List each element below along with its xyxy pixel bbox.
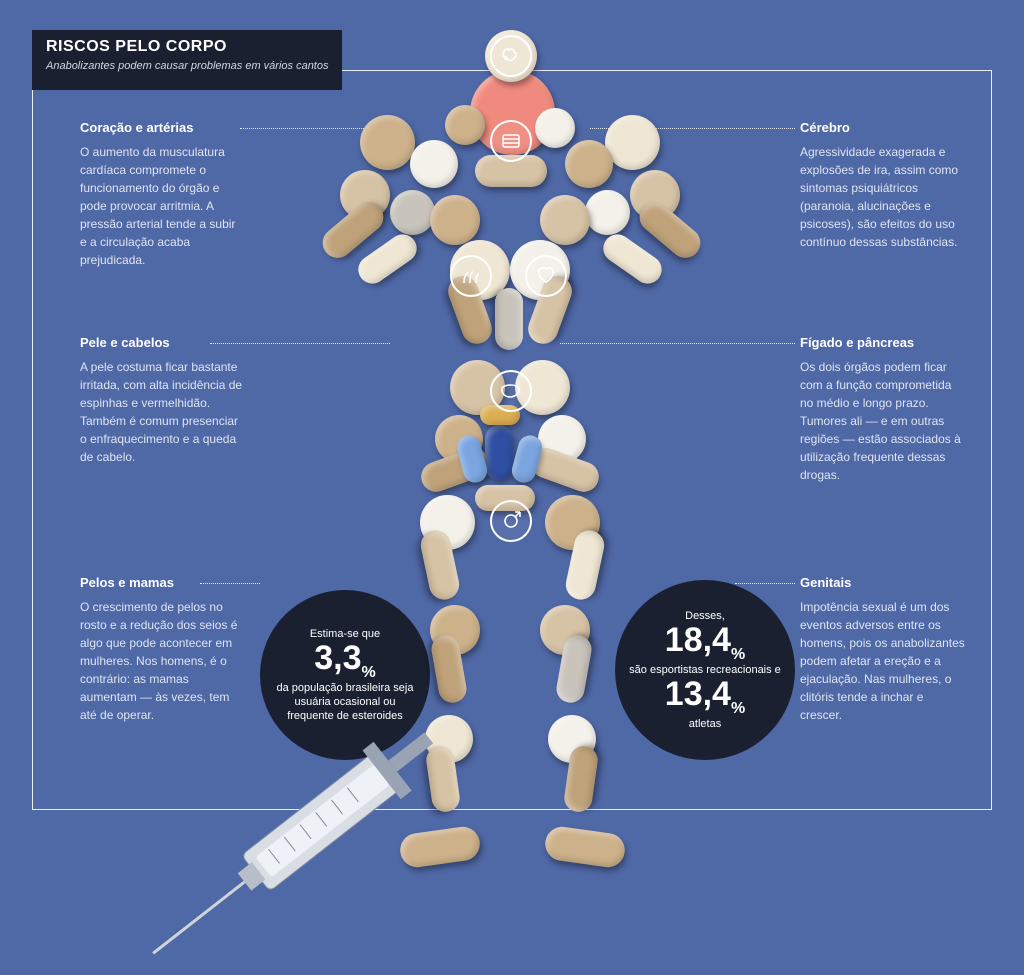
leader-line bbox=[735, 583, 795, 584]
callout-coracao: Coração e artérias O aumento da musculatu… bbox=[80, 120, 245, 269]
pill bbox=[485, 425, 513, 480]
pill bbox=[565, 140, 613, 188]
hair-icon bbox=[450, 255, 492, 297]
genital-icon bbox=[490, 500, 532, 542]
callout-cerebro: Cérebro Agressividade exagerada e explosõ… bbox=[800, 120, 965, 251]
page-subtitle: Anabolizantes podem causar problemas em … bbox=[46, 60, 328, 72]
callout-body: Impotência sexual é um dos eventos adver… bbox=[800, 598, 965, 724]
callout-title: Cérebro bbox=[800, 120, 965, 135]
callout-title: Genitais bbox=[800, 575, 965, 590]
liver-icon bbox=[490, 370, 532, 412]
leader-line bbox=[200, 583, 260, 584]
callout-body: Agressividade exagerada e explosões de i… bbox=[800, 143, 965, 251]
pill bbox=[430, 195, 480, 245]
callout-genitais: Genitais Impotência sexual é um dos event… bbox=[800, 575, 965, 724]
syringe-illustration bbox=[60, 595, 440, 975]
pill bbox=[445, 105, 485, 145]
pill bbox=[535, 108, 575, 148]
pill bbox=[410, 140, 458, 188]
callout-body: A pele costuma ficar bastante irritada, … bbox=[80, 358, 245, 466]
callout-body: O aumento da musculatura cardíaca compro… bbox=[80, 143, 245, 269]
pill bbox=[605, 115, 660, 170]
skin-icon bbox=[490, 120, 532, 162]
pill bbox=[495, 288, 523, 350]
pill bbox=[585, 190, 630, 235]
heart-icon bbox=[525, 255, 567, 297]
pill bbox=[360, 115, 415, 170]
pill bbox=[390, 190, 435, 235]
callout-figado: Fígado e pâncreas Os dois órgãos podem fi… bbox=[800, 335, 965, 484]
callout-title: Coração e artérias bbox=[80, 120, 245, 135]
header-tab: RISCOS PELO CORPO Anabolizantes podem ca… bbox=[32, 30, 342, 90]
page-title: RISCOS PELO CORPO bbox=[46, 38, 328, 56]
brain-icon bbox=[490, 35, 532, 77]
callout-title: Fígado e pâncreas bbox=[800, 335, 965, 350]
callout-pele: Pele e cabelosA pele costuma ficar basta… bbox=[80, 335, 245, 466]
pill bbox=[540, 195, 590, 245]
callout-body: Os dois órgãos podem ficar com a função … bbox=[800, 358, 965, 484]
pill bbox=[543, 825, 627, 870]
